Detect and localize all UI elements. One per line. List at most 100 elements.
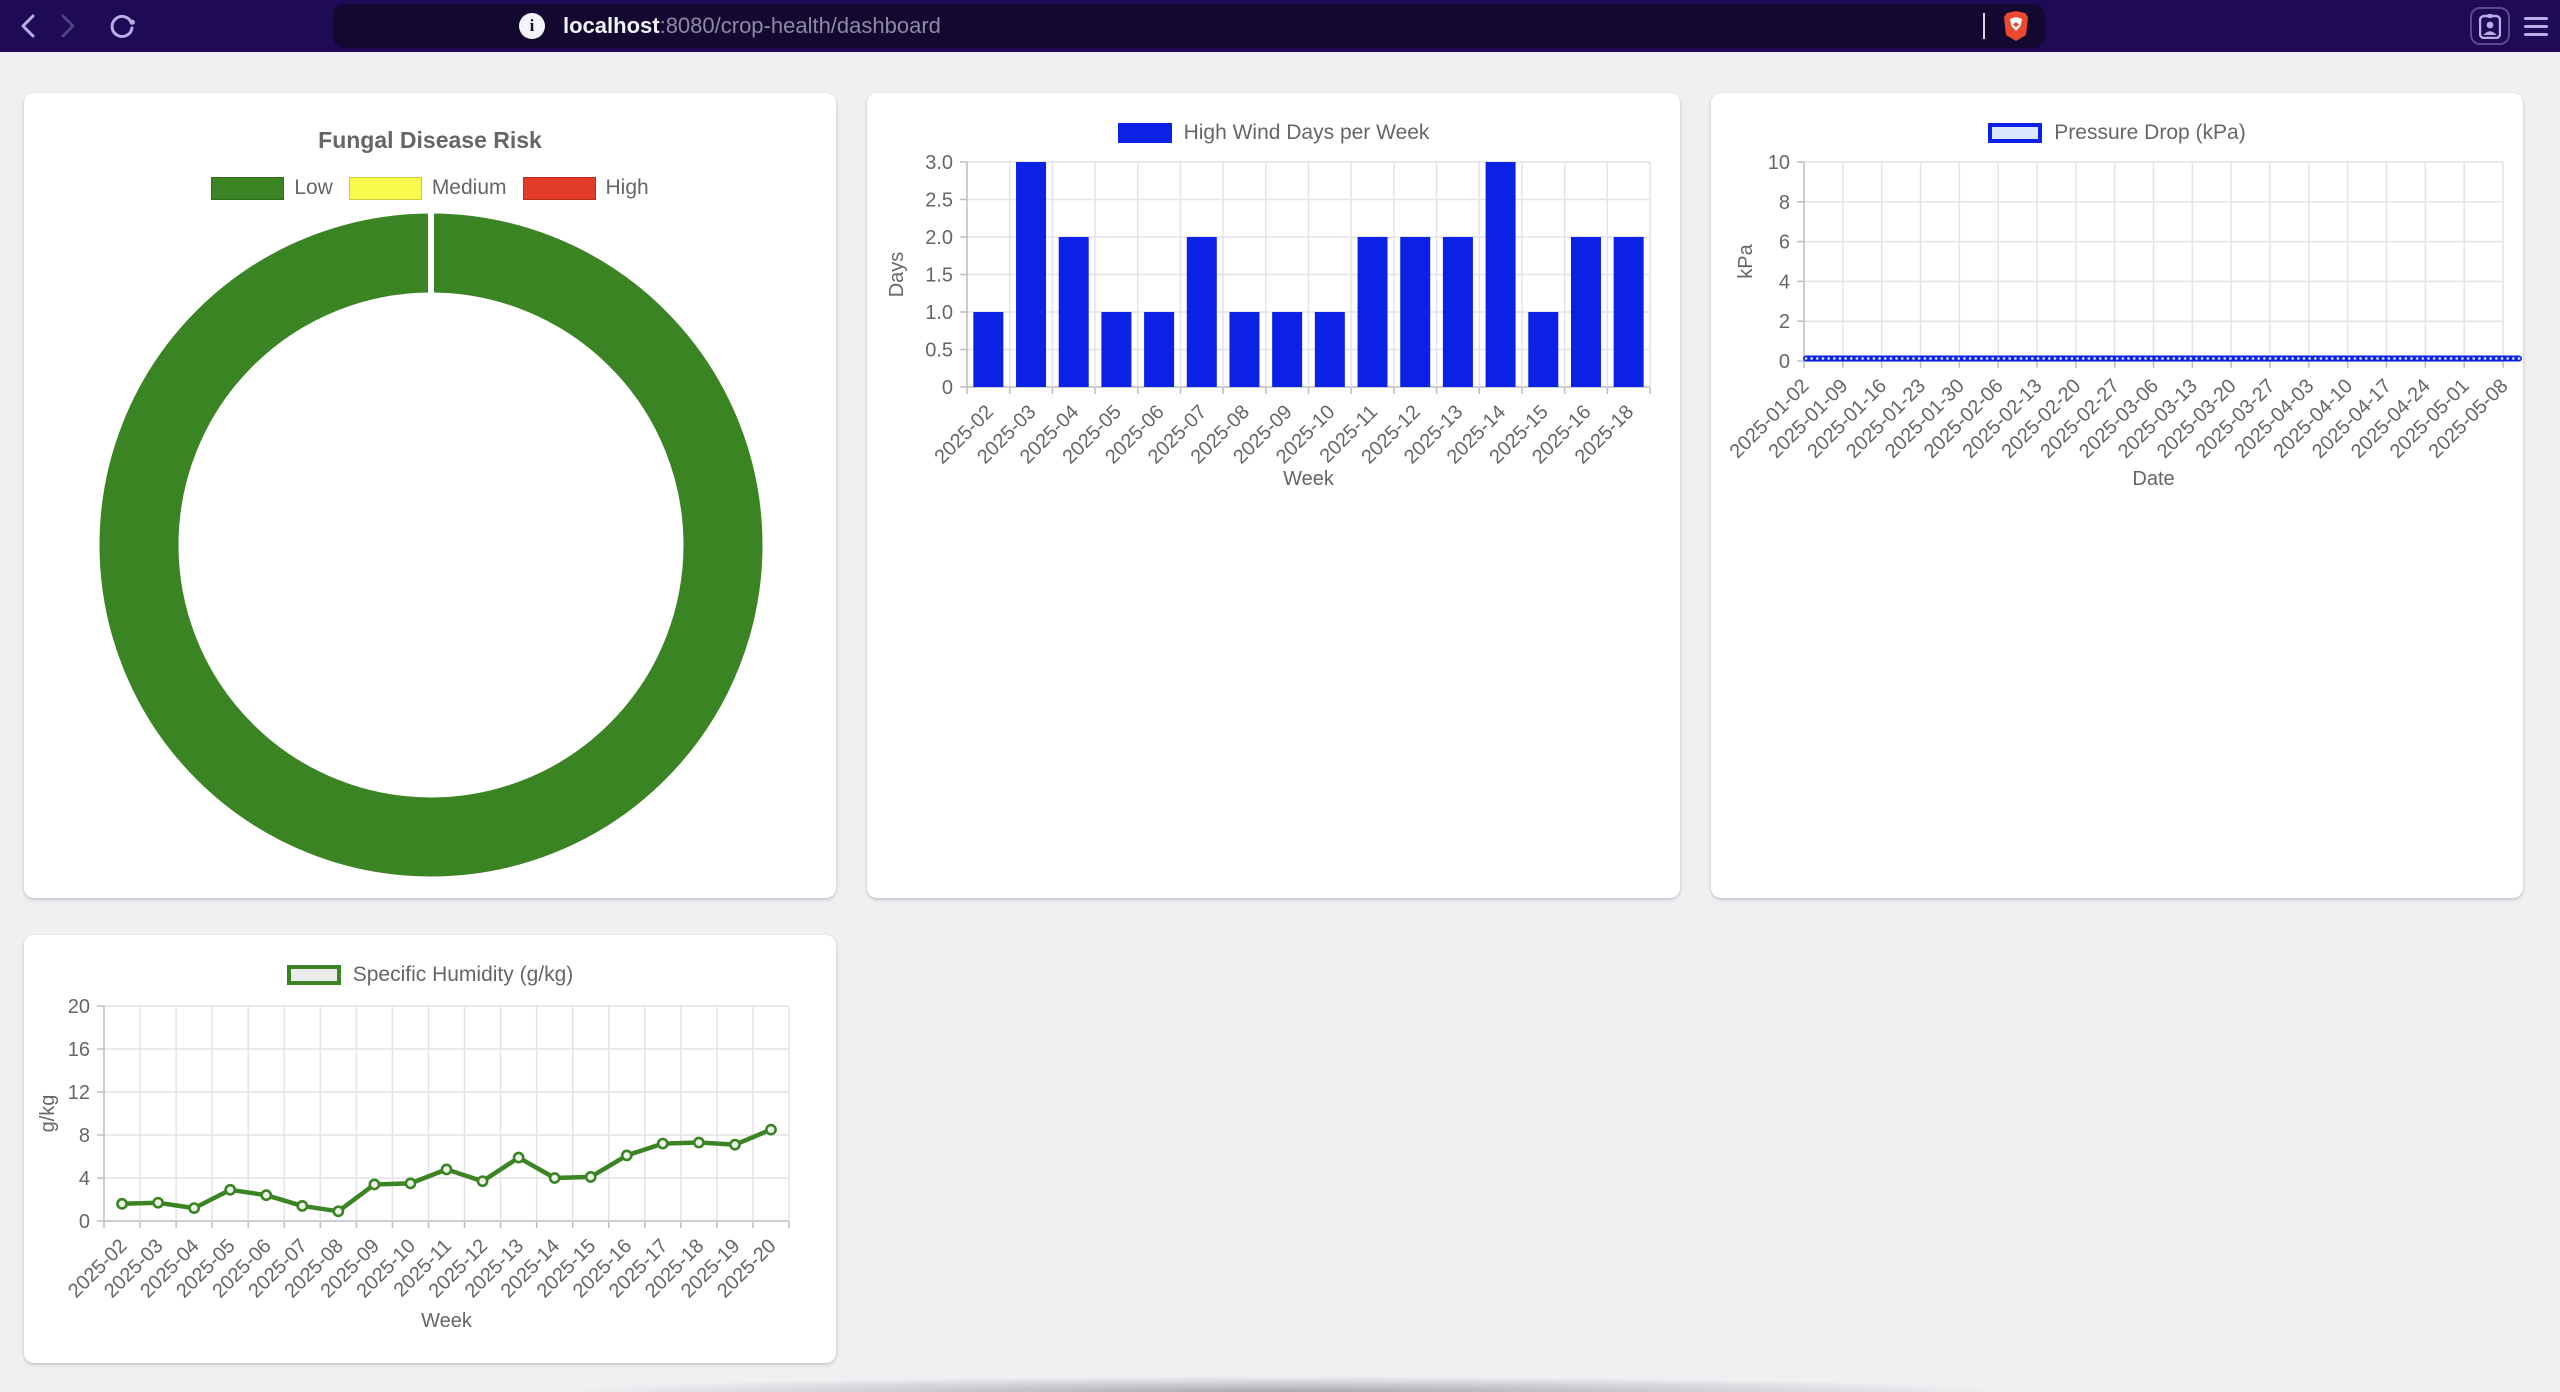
point-2025-03	[152, 1196, 164, 1209]
point-marker	[2013, 357, 2017, 360]
point-marker	[2104, 357, 2108, 360]
y-tick-label: 1.0	[925, 302, 953, 324]
point-marker	[2291, 357, 2295, 360]
point-marker	[1866, 357, 1870, 360]
point-marker	[1980, 357, 1983, 360]
chart-title: Fungal Disease Risk	[318, 127, 542, 153]
y-tick-label: 0	[79, 1211, 90, 1233]
bar-2025-13	[1442, 237, 1473, 387]
x-axis-title: Week	[421, 1310, 473, 1332]
y-tick-label: 20	[68, 996, 90, 1018]
point-marker	[1878, 357, 1881, 360]
point-2025-06	[260, 1189, 273, 1202]
point-2025-11	[440, 1163, 453, 1176]
y-tick-label: 4	[1779, 271, 1790, 293]
legend-item: High	[522, 176, 649, 200]
humidity-legend: Specific Humidity (g/kg)	[24, 963, 836, 987]
point-marker	[2449, 357, 2453, 360]
point-marker	[1900, 357, 1904, 360]
point-marker	[2008, 357, 2012, 360]
point-marker	[2081, 357, 2085, 360]
point-marker	[2110, 357, 2113, 360]
back-icon	[21, 14, 35, 38]
point-marker	[2274, 357, 2278, 360]
specific-humidity-card: Specific Humidity (g/kg) 0 4 8 12 16 20 Week g/…	[24, 935, 836, 1363]
point-marker	[2217, 357, 2221, 360]
pressure-drop-card: Pressure Drop (kPa) 0 2 4 6 8 10 Date kPa 2025-0…	[1711, 93, 2523, 898]
fungal-disease-risk-card: Fungal Disease Risk Low Medium High	[24, 93, 836, 898]
point-marker	[2189, 357, 2193, 360]
point-marker	[1996, 357, 2000, 360]
point-marker	[2466, 357, 2470, 360]
point-marker	[2353, 357, 2357, 360]
y-tick-label: 0.5	[925, 340, 953, 362]
point-2025-09	[368, 1178, 381, 1191]
y-tick-label: 8	[1779, 192, 1790, 214]
point-marker	[2438, 357, 2442, 360]
point-2025-19	[729, 1138, 741, 1151]
point-marker	[2319, 357, 2323, 360]
site-info-icon[interactable]: i	[519, 13, 545, 39]
point-marker	[1838, 357, 1842, 360]
legend-swatch	[286, 965, 341, 985]
point-marker	[2240, 357, 2244, 360]
legend-label: Medium	[431, 176, 507, 199]
point-marker	[2229, 357, 2232, 360]
point-marker	[2059, 357, 2063, 360]
menu-button[interactable]	[2520, 13, 2552, 40]
dashboard-page: Fungal Disease Risk Low Medium High High W…	[0, 52, 2560, 1392]
point-marker	[2070, 357, 2074, 360]
point-marker	[2019, 357, 2023, 360]
point-marker	[2336, 357, 2340, 360]
point-marker	[2285, 357, 2289, 360]
browser-toolbar: i localhost:8080/crop-health/dashboard	[0, 0, 2560, 52]
point-marker	[2427, 357, 2430, 360]
profile-badge-button[interactable]	[2470, 7, 2510, 45]
point-2025-07	[296, 1200, 309, 1212]
point-marker	[1810, 357, 1814, 360]
brave-shield-icon[interactable]	[2001, 9, 2031, 43]
point-marker	[2506, 357, 2510, 360]
point-marker	[2268, 357, 2272, 360]
point-marker	[2076, 357, 2080, 360]
donut-legend: Low Medium High	[24, 176, 836, 200]
point-marker	[2030, 357, 2034, 360]
legend-label: Pressure Drop (kPa)	[2054, 121, 2246, 144]
address-bar[interactable]: i localhost:8080/crop-health/dashboard	[333, 4, 2045, 48]
y-tick-label: 2.5	[925, 190, 953, 212]
point-marker	[1855, 357, 1859, 360]
donut-slice-low	[99, 213, 763, 877]
point-marker	[2183, 357, 2187, 360]
point-marker	[1804, 357, 1808, 360]
point-marker	[1963, 357, 1966, 360]
bar-2025-12	[1400, 237, 1431, 387]
point-marker	[2279, 357, 2283, 360]
point-marker	[2025, 357, 2029, 360]
bar-2025-11	[1357, 237, 1388, 387]
legend-item: Medium	[348, 176, 507, 200]
point-2025-08	[332, 1205, 345, 1218]
back-button[interactable]	[8, 6, 48, 46]
bar-2025-03	[1016, 162, 1047, 387]
point-marker	[2483, 357, 2487, 360]
point-marker	[1844, 357, 1848, 360]
point-marker	[2313, 357, 2317, 360]
bar-2025-14	[1485, 162, 1516, 387]
point-marker	[2415, 357, 2419, 360]
point-marker	[2444, 357, 2447, 360]
forward-button[interactable]	[48, 6, 88, 46]
point-marker	[1912, 357, 1915, 360]
point-marker	[2364, 357, 2368, 360]
specific-humidity-line-chart: 048121620Weekg/kg2025-022025-032025-0420…	[37, 996, 790, 1332]
point-marker	[2087, 357, 2091, 360]
point-marker	[2421, 357, 2425, 360]
point-marker	[1821, 357, 1825, 360]
point-marker	[2325, 357, 2329, 360]
y-tick-label: 8	[79, 1125, 90, 1147]
point-marker	[2149, 357, 2153, 360]
legend-label: Low	[294, 176, 333, 199]
point-marker	[2494, 357, 2498, 360]
reload-button[interactable]	[102, 6, 142, 46]
bar-2025-16	[1570, 237, 1601, 387]
point-marker	[2511, 357, 2515, 360]
